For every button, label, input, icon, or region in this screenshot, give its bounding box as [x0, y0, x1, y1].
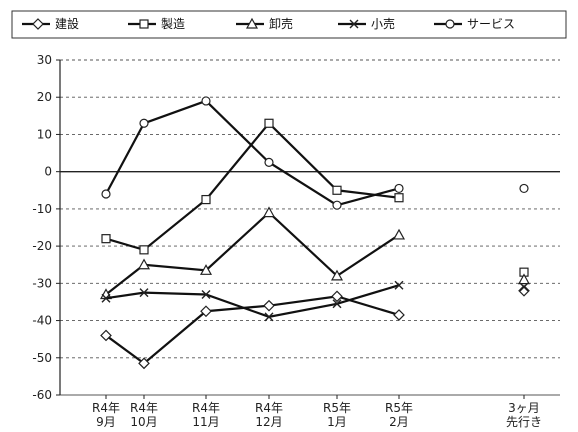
data-point-triangle [330, 269, 344, 281]
series-diamond [100, 284, 530, 370]
data-point-diamond [200, 305, 212, 318]
y-tick-label: -40 [32, 314, 52, 328]
data-point-circle [264, 157, 274, 167]
legend-item-square: 製造 [128, 17, 185, 31]
data-point-x [349, 19, 359, 29]
x-tick-label-line1: R4年 [130, 401, 158, 415]
data-point-triangle [262, 206, 276, 218]
data-point-circle [394, 183, 404, 194]
x-marker-stroke [139, 288, 149, 298]
data-point-x [139, 288, 149, 298]
data-point-x [394, 280, 404, 290]
data-point-diamond [32, 18, 44, 30]
data-point-x [519, 282, 529, 292]
data-point-square [264, 118, 274, 128]
data-point-circle [519, 183, 529, 194]
legend: 建設 製造 卸売 小売 サービス [11, 10, 567, 39]
legend-label: サービス [467, 17, 515, 31]
data-point-circle [445, 19, 455, 29]
x-tick-label-line2: 9月 [96, 415, 116, 429]
x-tick-label-line2: 11月 [192, 415, 219, 429]
data-point-triangle [245, 17, 259, 29]
y-tick-label: 30 [37, 53, 52, 67]
data-point-diamond [331, 290, 343, 303]
x-marker-stroke [519, 282, 529, 292]
x-tick-label-line2: 2月 [389, 415, 409, 429]
series-circle [101, 96, 529, 210]
legend-label: 建設 [55, 16, 79, 31]
x-tick-label-line1: R5年 [323, 401, 351, 415]
legend-item-triangle: 卸売 [236, 16, 293, 31]
x-tick-label-line1: R4年 [92, 401, 120, 415]
x-marker-stroke [394, 280, 404, 290]
data-point-circle [139, 118, 149, 128]
data-point-diamond [263, 299, 275, 312]
data-point-circle [101, 189, 111, 199]
series-group [99, 96, 531, 370]
data-point-square [101, 234, 111, 244]
data-point-square [201, 194, 211, 205]
data-point-diamond [100, 329, 112, 342]
data-point-diamond [393, 309, 405, 321]
data-point-square [394, 193, 404, 203]
legend-item-diamond: 建設 [22, 16, 79, 31]
x-marker-stroke [101, 293, 111, 303]
data-point-triangle [137, 258, 151, 270]
x-marker-stroke [264, 312, 274, 322]
y-tick-label: 0 [44, 165, 52, 179]
series-triangle [99, 206, 531, 300]
legend-label: 卸売 [269, 16, 293, 31]
data-point-square [139, 19, 149, 29]
x-tick-label-line1: R4年 [192, 401, 220, 415]
data-point-circle [332, 200, 342, 210]
series-line [105, 99, 400, 207]
data-point-triangle [392, 228, 406, 240]
x-tick-label-line1: R5年 [385, 401, 413, 415]
x-tick-label-line2: 12月 [255, 415, 282, 429]
y-tick-label: -10 [32, 202, 52, 216]
x-marker-stroke [332, 299, 342, 309]
series-line [105, 295, 400, 365]
data-point-x [101, 293, 111, 303]
data-point-circle [201, 96, 211, 106]
series-line [105, 284, 400, 318]
series-x [101, 280, 529, 322]
series-line [105, 211, 400, 296]
y-tick-label: 20 [37, 90, 52, 104]
x-tick-label-line2: 1月 [327, 415, 347, 429]
series-square [101, 118, 529, 277]
data-point-square [139, 245, 149, 255]
legend-item-circle: サービス [434, 17, 515, 31]
x-tick-label-line1: R4年 [255, 401, 283, 415]
data-point-x [201, 290, 211, 299]
data-point-x [264, 312, 274, 322]
y-tick-label: -60 [32, 388, 52, 402]
data-point-square [332, 185, 342, 195]
series-line [105, 121, 400, 252]
y-axis-ticks: 30 20 10 0 -10 -20 -30 -40 -50 -60 [32, 53, 60, 402]
grid-lines [60, 59, 560, 396]
x-marker-stroke [349, 19, 359, 29]
legend-label: 製造 [161, 17, 185, 31]
data-point-triangle [517, 273, 531, 285]
data-point-diamond [518, 284, 530, 297]
legend-label: 小売 [371, 16, 395, 31]
y-tick-label: -30 [32, 276, 52, 290]
data-point-diamond [138, 357, 150, 370]
x-tick-label-line2: 10月 [130, 415, 157, 429]
x-marker-stroke [201, 290, 211, 299]
y-tick-label: -20 [32, 239, 52, 253]
x-tick-label-line2: 先行き [506, 415, 542, 429]
data-point-triangle [199, 264, 213, 275]
y-tick-label: -50 [32, 351, 52, 365]
legend-item-x: 小売 [338, 16, 395, 31]
y-tick-label: 10 [37, 127, 52, 141]
data-point-x [332, 299, 342, 309]
x-tick-label-line1: 3ヶ月 [508, 401, 540, 415]
legend-box [11, 10, 567, 39]
